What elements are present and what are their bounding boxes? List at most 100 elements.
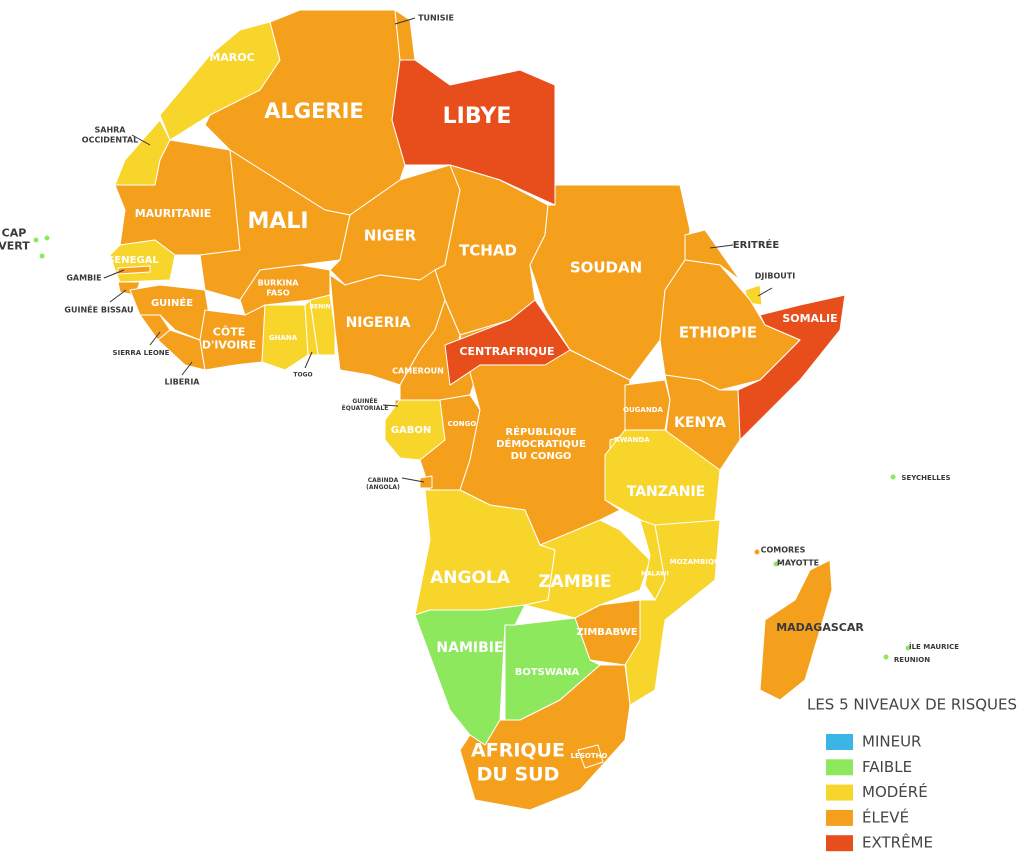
- country-shape: [659, 259, 801, 391]
- leader-line: [709, 244, 734, 249]
- legend-swatch: [826, 809, 853, 826]
- country-label: D'IVOIRE: [202, 339, 256, 352]
- country-label: COMORES: [761, 546, 806, 555]
- country-label: GABON: [391, 425, 431, 436]
- country-label: SOMALIE: [782, 312, 837, 325]
- country-label: GUINÉE: [151, 296, 193, 309]
- legend-label: FAIBLE: [862, 758, 912, 776]
- legend-label: MODÉRÉ: [862, 782, 928, 801]
- country-label: REUNION: [894, 656, 930, 664]
- country-label: NAMIBIE: [436, 640, 503, 656]
- country-label: GAMBIE: [66, 274, 101, 283]
- country-label: SEYCHELLES: [901, 474, 950, 482]
- country-shape: [459, 319, 631, 546]
- leader-line: [757, 287, 773, 297]
- country-label: ÎLE MAURICE: [909, 642, 959, 651]
- country-label: MAYOTTE: [777, 559, 819, 568]
- country-label: (ANGOLA): [366, 484, 400, 491]
- country-label: MALI: [247, 209, 308, 234]
- leader-line: [304, 351, 313, 369]
- leader-line: [401, 477, 425, 483]
- leader-line: [149, 331, 161, 346]
- country-label: CONGO: [448, 420, 477, 428]
- country-label: ZAMBIE: [538, 572, 611, 592]
- country-label: DJIBOUTI: [755, 272, 795, 281]
- country-shape: [444, 299, 571, 386]
- country-label: RWANDA: [614, 436, 650, 444]
- legend-label: ÉLEVÉ: [862, 807, 909, 826]
- country-label: GHANA: [269, 334, 298, 342]
- country-label: TOGO: [293, 372, 312, 379]
- country-label: ANGOLA: [430, 568, 511, 588]
- country-label: SIERRA LEONE: [113, 349, 170, 357]
- country-label: SOUDAN: [570, 259, 642, 277]
- island: [883, 654, 889, 660]
- country-label: TANZANIE: [627, 484, 706, 500]
- legend-swatch: [826, 835, 853, 852]
- leader-line: [181, 361, 193, 376]
- country-label: OCCIDENTAL: [82, 135, 138, 144]
- island: [39, 253, 45, 259]
- country-label: SENEGAL: [107, 255, 159, 266]
- country-label: FASO: [266, 288, 290, 297]
- country-label: KENYA: [674, 415, 726, 431]
- leader-line: [109, 289, 127, 303]
- country-label: ÉQUATORIALE: [342, 404, 389, 412]
- legend-swatch: [826, 759, 853, 776]
- country-shape: [261, 304, 309, 371]
- legend-title: LES 5 NIVEAUX DE RISQUES: [807, 696, 1017, 714]
- country-label: NIGER: [364, 227, 417, 245]
- country-label: SAHRA: [95, 126, 127, 135]
- country-label: LIBERIA: [165, 378, 201, 387]
- country-label: OUGANDA: [623, 406, 663, 414]
- country-label: TCHAD: [459, 242, 517, 260]
- country-label: VERT: [0, 240, 30, 253]
- country-label: ZIMBABWE: [576, 627, 637, 638]
- country-label: ALGERIE: [264, 99, 364, 123]
- country-shape: [684, 229, 741, 281]
- country-label: CAP: [2, 226, 27, 239]
- country-label: TUNISIE: [418, 14, 454, 23]
- legend-swatch: [826, 784, 853, 801]
- country-label: BOTSWANA: [515, 667, 580, 678]
- country-label: GUINÉE: [352, 397, 377, 405]
- country-shape: [419, 475, 433, 489]
- country-label: MALAWI: [641, 571, 669, 578]
- country-label: CABINDA: [368, 477, 399, 484]
- leader-line: [382, 404, 399, 407]
- country-label: MADAGASCAR: [776, 621, 864, 634]
- legend: LES 5 NIVEAUX DE RISQUES MINEUR FAIBLE MOD…: [807, 696, 1017, 852]
- country-label: BENIN: [310, 304, 331, 311]
- country-label: MAURITANIE: [135, 207, 212, 220]
- country-shape: [459, 664, 631, 811]
- country-label: MOZAMBIQUE: [670, 558, 725, 566]
- leader-line: [131, 134, 151, 146]
- island: [773, 561, 779, 567]
- legend-label: MINEUR: [862, 733, 921, 751]
- country-label: DU SUD: [477, 764, 560, 786]
- country-label: LIBYE: [443, 104, 512, 129]
- island: [754, 549, 760, 555]
- leader-line: [394, 17, 416, 25]
- leader-line: [103, 269, 125, 279]
- country-label: BURKINA: [258, 279, 300, 288]
- country-label: MAROC: [209, 51, 254, 64]
- country-label: ETHIOPIE: [679, 324, 757, 342]
- legend-label: EXTRÊME: [862, 833, 933, 852]
- country-label: LESOTHO: [571, 752, 608, 760]
- country-label: ERITRÉE: [733, 238, 780, 251]
- country-label: CAMEROUN: [392, 367, 444, 376]
- country-label: CENTRAFRIQUE: [459, 345, 554, 358]
- legend-swatch: [826, 734, 853, 750]
- country-shape: [577, 744, 604, 769]
- island: [905, 645, 911, 651]
- country-label: GUINÉE BISSAU: [64, 304, 133, 315]
- island: [890, 474, 896, 480]
- country-label: DÉMOCRATIQUE: [496, 437, 586, 450]
- country-label: AFRIQUE: [471, 740, 565, 762]
- island: [33, 237, 39, 243]
- country-label: NIGERIA: [346, 315, 411, 331]
- island: [44, 235, 50, 241]
